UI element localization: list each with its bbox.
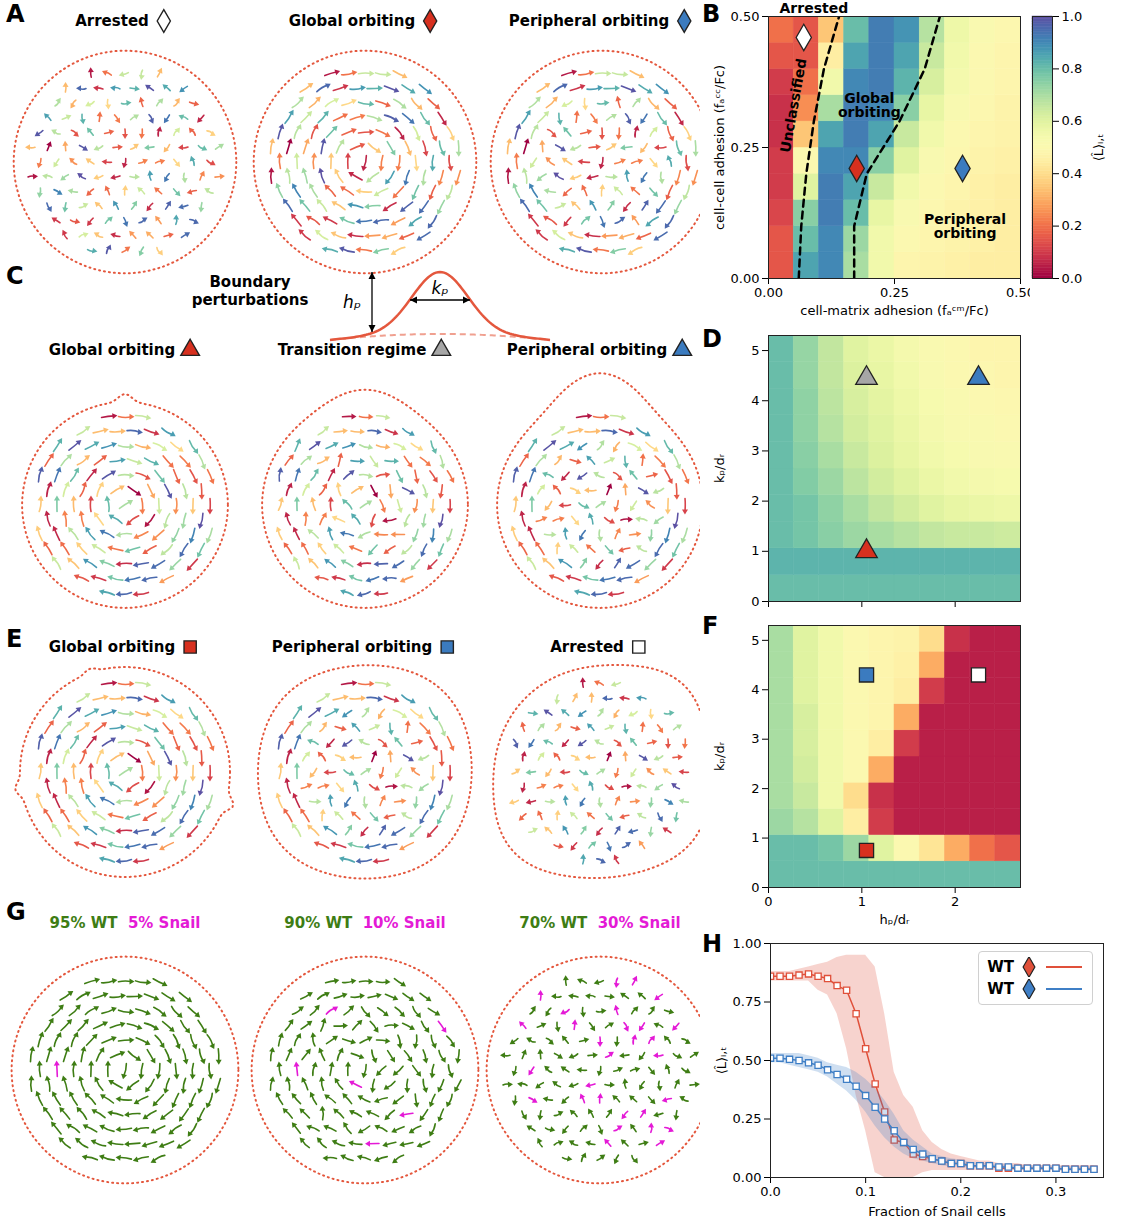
html-text:C: C — [6, 262, 24, 290]
svg-text:Globalorbiting: Globalorbiting — [838, 90, 901, 120]
svg-text:Global orbiting: Global orbiting — [49, 341, 175, 359]
svg-text:0.25: 0.25 — [880, 285, 909, 300]
svg-text:0.0: 0.0 — [1062, 271, 1083, 286]
svg-text:Boundaryperturbations: Boundaryperturbations — [192, 273, 309, 309]
svg-text:Global orbiting: Global orbiting — [49, 638, 175, 656]
svg-text:5: 5 — [751, 632, 759, 647]
svg-text:0.00: 0.00 — [733, 1170, 762, 1185]
svg-text:⟨L̂⟩ᵢ,ₜ: ⟨L̂⟩ᵢ,ₜ — [1091, 134, 1106, 162]
svg-text:kₚ/dᵣ: kₚ/dᵣ — [712, 741, 727, 771]
svg-text:0.1: 0.1 — [855, 1184, 876, 1199]
svg-text:cell-cell adhesion (fₐᶜᶜ/Fc): cell-cell adhesion (fₐᶜᶜ/Fc) — [712, 65, 727, 230]
svg-text:4: 4 — [751, 393, 759, 408]
svg-text:Unclassified: Unclassified — [777, 57, 809, 154]
svg-text:0: 0 — [751, 880, 759, 895]
svg-text:0.75: 0.75 — [733, 994, 762, 1009]
svg-text:Arrested: Arrested — [75, 12, 149, 30]
svg-text:Peripheral orbiting: Peripheral orbiting — [509, 12, 670, 30]
svg-text:3: 3 — [751, 731, 759, 746]
svg-text:0.50: 0.50 — [1006, 285, 1030, 300]
svg-text:Global orbiting: Global orbiting — [289, 12, 415, 30]
svg-text:Transition regime: Transition regime — [278, 341, 427, 359]
svg-text:hₚ: hₚ — [343, 292, 361, 312]
svg-text:Arrested: Arrested — [550, 638, 624, 656]
svg-text:70% WT 30% Snail: 70% WT 30% Snail — [519, 914, 680, 932]
svg-text:0.2: 0.2 — [950, 1184, 971, 1199]
html-text:E: E — [6, 625, 23, 653]
svg-text:95% WT 5% Snail: 95% WT 5% Snail — [50, 914, 201, 932]
svg-text:1: 1 — [858, 894, 866, 909]
svg-text:cell-matrix adhesion (fₐᶜᵐ/Fc): cell-matrix adhesion (fₐᶜᵐ/Fc) — [800, 303, 988, 318]
svg-text:90% WT 10% Snail: 90% WT 10% Snail — [284, 914, 445, 932]
svg-text:0.2: 0.2 — [1062, 218, 1083, 233]
html-text:H: H — [702, 930, 723, 958]
svg-text:1: 1 — [751, 830, 759, 845]
svg-text:0.50: 0.50 — [731, 9, 760, 24]
svg-text:hₚ/dᵣ: hₚ/dᵣ — [880, 912, 910, 927]
svg-text:3: 3 — [751, 443, 759, 458]
svg-text:4: 4 — [751, 682, 759, 697]
html-text:WT: WT — [987, 980, 1014, 998]
svg-text:0: 0 — [764, 894, 772, 909]
svg-text:Peripheralorbiting: Peripheralorbiting — [924, 211, 1006, 241]
svg-text:0.4: 0.4 — [1062, 166, 1083, 181]
svg-text:0.0: 0.0 — [760, 1184, 781, 1199]
svg-text:0.00: 0.00 — [754, 285, 783, 300]
svg-text:⟨L̂⟩ᵢ,ₜ: ⟨L̂⟩ᵢ,ₜ — [714, 1047, 729, 1075]
svg-text:Arrested: Arrested — [780, 0, 849, 16]
svg-text:0.25: 0.25 — [731, 140, 760, 155]
html-text:G: G — [6, 898, 26, 926]
svg-text:2: 2 — [751, 781, 759, 796]
svg-text:0.8: 0.8 — [1062, 61, 1083, 76]
svg-text:1.00: 1.00 — [733, 936, 762, 951]
svg-text:2: 2 — [751, 493, 759, 508]
svg-text:5: 5 — [751, 343, 759, 358]
svg-text:0: 0 — [751, 594, 759, 609]
svg-text:0.25: 0.25 — [733, 1111, 762, 1126]
svg-text:kₚ: kₚ — [431, 278, 448, 298]
svg-text:0.50: 0.50 — [733, 1053, 762, 1068]
svg-text:Peripheral orbiting: Peripheral orbiting — [507, 341, 668, 359]
html-text:A: A — [6, 0, 25, 28]
svg-text:0.6: 0.6 — [1062, 113, 1083, 128]
html-text:B: B — [702, 0, 721, 28]
html-text:F: F — [702, 612, 719, 640]
svg-text:Fraction of Snail cells: Fraction of Snail cells — [868, 1204, 1006, 1219]
svg-text:kₚ/dᵣ: kₚ/dᵣ — [712, 453, 727, 483]
svg-text:0.3: 0.3 — [1046, 1184, 1067, 1199]
html-text:D: D — [702, 325, 722, 353]
svg-text:2: 2 — [951, 894, 959, 909]
svg-text:0.00: 0.00 — [731, 271, 760, 286]
svg-text:Peripheral orbiting: Peripheral orbiting — [272, 638, 433, 656]
svg-text:1: 1 — [751, 543, 759, 558]
svg-text:1.0: 1.0 — [1062, 9, 1083, 24]
html-text:WT: WT — [987, 958, 1014, 976]
